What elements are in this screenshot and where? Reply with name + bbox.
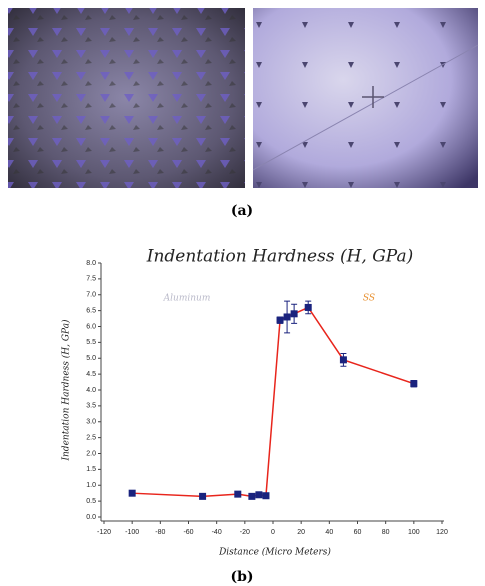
- x-tick-label: -40: [212, 529, 222, 536]
- y-tick-label: 4.0: [86, 387, 96, 394]
- y-axis-label: Indentation Hardness (H, GPa): [61, 319, 72, 462]
- x-tick-label: 0: [271, 529, 275, 536]
- x-tick-label: 120: [436, 529, 448, 536]
- marker: [262, 492, 270, 500]
- indent-pattern: [8, 8, 245, 188]
- annotation: SS: [363, 294, 375, 304]
- x-tick-label: 60: [354, 529, 362, 536]
- marker: [304, 303, 312, 311]
- marker: [339, 356, 347, 364]
- y-tick-label: 0.0: [86, 514, 96, 521]
- x-tick-label: 100: [408, 529, 420, 536]
- y-tick-label: 4.5: [86, 371, 96, 378]
- scratch: [252, 44, 479, 171]
- x-tick-label: -100: [125, 529, 139, 536]
- caption-a: (a): [231, 203, 253, 219]
- y-tick-label: 0.5: [86, 498, 96, 505]
- y-tick-label: 7.5: [86, 276, 96, 283]
- y-tick-label: 3.0: [86, 419, 96, 426]
- marker: [410, 380, 418, 388]
- y-tick-label: 3.5: [86, 403, 96, 410]
- marker: [199, 492, 207, 500]
- marker: [290, 310, 298, 318]
- marker: [248, 492, 256, 500]
- y-tick-label: 5.0: [86, 355, 96, 362]
- y-tick-label: 7.0: [86, 292, 96, 299]
- x-tick-label: -120: [97, 529, 111, 536]
- y-tick-label: 1.5: [86, 466, 96, 473]
- y-tick-label: 5.5: [86, 339, 96, 346]
- caption-b: (b): [230, 569, 253, 585]
- y-tick-label: 1.0: [86, 482, 96, 489]
- x-tick-label: -60: [183, 529, 193, 536]
- y-tick-label: 6.0: [86, 323, 96, 330]
- marker: [276, 316, 284, 324]
- x-tick-label: -20: [240, 529, 250, 536]
- indent-pattern: [253, 8, 478, 188]
- series-line: [132, 306, 415, 498]
- y-tick-label: 2.5: [86, 434, 96, 441]
- x-tick-label: 40: [325, 529, 333, 536]
- marker: [234, 490, 242, 498]
- annotation: Aluminum: [163, 294, 211, 304]
- marker: [128, 489, 136, 497]
- marker: [283, 313, 291, 321]
- y-tick-label: 8.0: [86, 260, 96, 267]
- marker: [255, 491, 263, 499]
- x-axis-label: Distance (Micro Meters): [218, 547, 331, 558]
- chart-title: Indentation Hardness (H, GPa): [146, 247, 414, 267]
- x-tick-label: -80: [155, 529, 165, 536]
- x-tick-label: 20: [297, 529, 305, 536]
- y-tick-label: 6.5: [86, 307, 96, 314]
- crosshair: [362, 86, 384, 108]
- x-tick-label: 80: [382, 529, 390, 536]
- y-tick-label: 2.0: [86, 450, 96, 457]
